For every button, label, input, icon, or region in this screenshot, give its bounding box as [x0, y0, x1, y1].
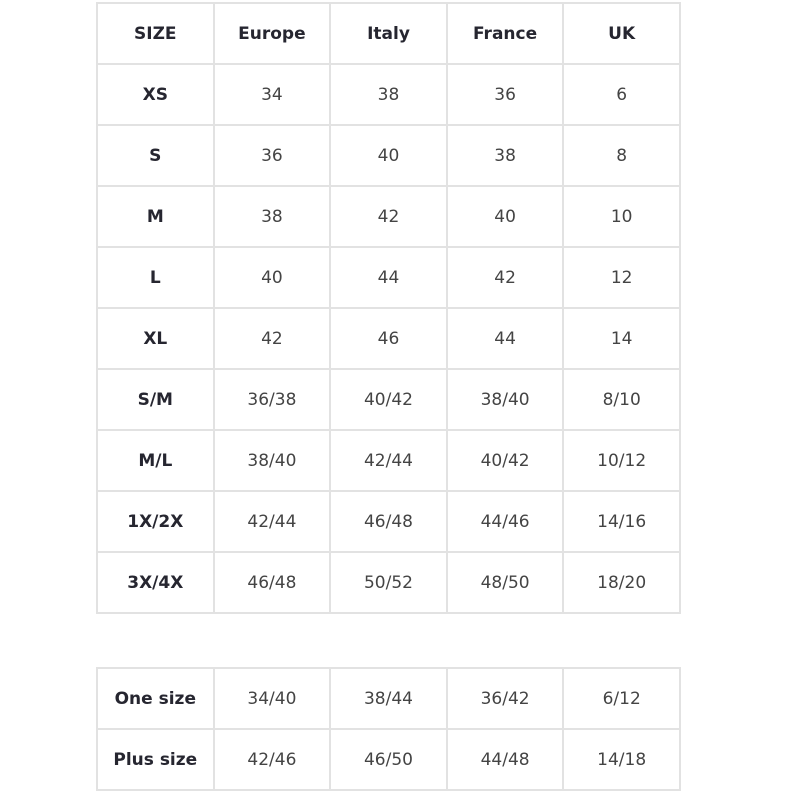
size-value-cell: 36/42	[445, 667, 565, 730]
column-header: SIZE	[96, 2, 215, 65]
size-label-cell: M/L	[96, 429, 215, 492]
size-value-cell: 34/40	[212, 667, 332, 730]
size-value-cell: 38	[212, 185, 332, 248]
table-row: M/L 38/40 42/44 40/42 10/12	[96, 429, 681, 492]
special-size-table: One size 34/40 38/44 36/42 6/12 Plus size 42/4…	[96, 667, 681, 791]
column-header: UK	[562, 2, 681, 65]
size-value-cell: 46/48	[329, 490, 448, 553]
table-row: XS 34 38 36 6	[96, 63, 681, 126]
size-label-cell: M	[96, 185, 215, 248]
size-value-cell: 6	[562, 63, 681, 126]
table-row: S/M 36/38 40/42 38/40 8/10	[96, 368, 681, 431]
size-value-cell: 46/50	[329, 728, 448, 791]
header-row: SIZE Europe Italy France UK	[96, 2, 681, 65]
size-value-cell: 42	[329, 185, 448, 248]
size-value-cell: 36	[212, 124, 332, 187]
column-header: Europe	[212, 2, 332, 65]
size-value-cell: 10/12	[562, 429, 681, 492]
table-row: Plus size 42/46 46/50 44/48 14/18	[96, 728, 681, 791]
table-row: 3X/4X 46/48 50/52 48/50 18/20	[96, 551, 681, 614]
size-value-cell: 6/12	[562, 667, 681, 730]
size-value-cell: 38/44	[329, 667, 448, 730]
size-value-cell: 38/40	[445, 368, 565, 431]
table-row: L 40 44 42 12	[96, 246, 681, 309]
size-value-cell: 44	[445, 307, 565, 370]
size-value-cell: 38	[329, 63, 448, 126]
size-value-cell: 38	[445, 124, 565, 187]
size-value-cell: 42/44	[329, 429, 448, 492]
size-label-cell: One size	[96, 667, 215, 730]
size-value-cell: 42	[445, 246, 565, 309]
size-value-cell: 50/52	[329, 551, 448, 614]
size-value-cell: 44/48	[445, 728, 565, 791]
size-value-cell: 40	[445, 185, 565, 248]
size-value-cell: 46/48	[212, 551, 332, 614]
size-label-cell: S	[96, 124, 215, 187]
table-row: One size 34/40 38/44 36/42 6/12	[96, 667, 681, 730]
size-value-cell: 38/40	[212, 429, 332, 492]
size-value-cell: 42/46	[212, 728, 332, 791]
size-value-cell: 8	[562, 124, 681, 187]
size-value-cell: 40/42	[445, 429, 565, 492]
size-value-cell: 14	[562, 307, 681, 370]
column-header: France	[445, 2, 565, 65]
column-header: Italy	[329, 2, 448, 65]
size-value-cell: 14/18	[562, 728, 681, 791]
size-label-cell: S/M	[96, 368, 215, 431]
table-row: M 38 42 40 10	[96, 185, 681, 248]
size-value-cell: 40	[212, 246, 332, 309]
size-label-cell: Plus size	[96, 728, 215, 791]
size-value-cell: 36	[445, 63, 565, 126]
size-label-cell: L	[96, 246, 215, 309]
size-value-cell: 40/42	[329, 368, 448, 431]
size-label-cell: XS	[96, 63, 215, 126]
size-value-cell: 42/44	[212, 490, 332, 553]
size-value-cell: 12	[562, 246, 681, 309]
table-row: S 36 40 38 8	[96, 124, 681, 187]
size-value-cell: 8/10	[562, 368, 681, 431]
size-value-cell: 14/16	[562, 490, 681, 553]
size-value-cell: 40	[329, 124, 448, 187]
size-value-cell: 48/50	[445, 551, 565, 614]
table-row: XL 42 46 44 14	[96, 307, 681, 370]
size-value-cell: 34	[212, 63, 332, 126]
size-chart-table: SIZE Europe Italy France UK XS 34 38 36 6 S 36 40 38 8…	[96, 2, 681, 614]
table-row: 1X/2X 42/44 46/48 44/46 14/16	[96, 490, 681, 553]
size-label-cell: 1X/2X	[96, 490, 215, 553]
size-value-cell: 18/20	[562, 551, 681, 614]
size-label-cell: 3X/4X	[96, 551, 215, 614]
size-value-cell: 44	[329, 246, 448, 309]
size-value-cell: 42	[212, 307, 332, 370]
size-value-cell: 44/46	[445, 490, 565, 553]
size-value-cell: 10	[562, 185, 681, 248]
size-value-cell: 46	[329, 307, 448, 370]
size-label-cell: XL	[96, 307, 215, 370]
size-value-cell: 36/38	[212, 368, 332, 431]
